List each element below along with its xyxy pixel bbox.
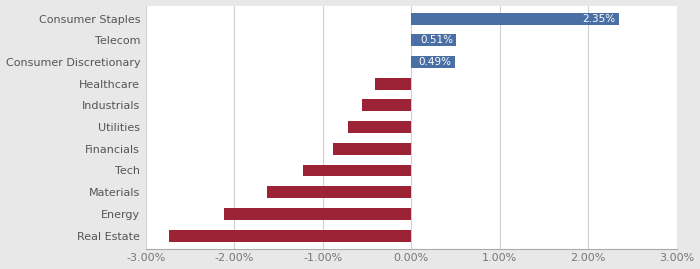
- Text: 0.51%: 0.51%: [420, 35, 453, 45]
- Bar: [412, 34, 456, 46]
- Bar: [169, 230, 412, 242]
- Bar: [333, 143, 412, 155]
- Text: -0.41%: -0.41%: [415, 79, 452, 89]
- Bar: [412, 56, 454, 68]
- Text: 2.35%: 2.35%: [582, 13, 616, 24]
- Bar: [375, 78, 412, 90]
- Text: -0.72%: -0.72%: [415, 122, 452, 132]
- Text: -2.12%: -2.12%: [415, 209, 452, 219]
- Text: 0.49%: 0.49%: [418, 57, 451, 67]
- Text: -0.88%: -0.88%: [415, 144, 452, 154]
- Text: -1.63%: -1.63%: [415, 187, 452, 197]
- Bar: [347, 121, 412, 133]
- Text: -2.74%: -2.74%: [415, 231, 452, 240]
- Bar: [362, 100, 412, 111]
- Bar: [412, 13, 620, 24]
- Text: -0.56%: -0.56%: [415, 100, 452, 110]
- Bar: [223, 208, 412, 220]
- Bar: [267, 186, 412, 198]
- Bar: [303, 165, 412, 176]
- Text: -1.22%: -1.22%: [415, 165, 452, 175]
